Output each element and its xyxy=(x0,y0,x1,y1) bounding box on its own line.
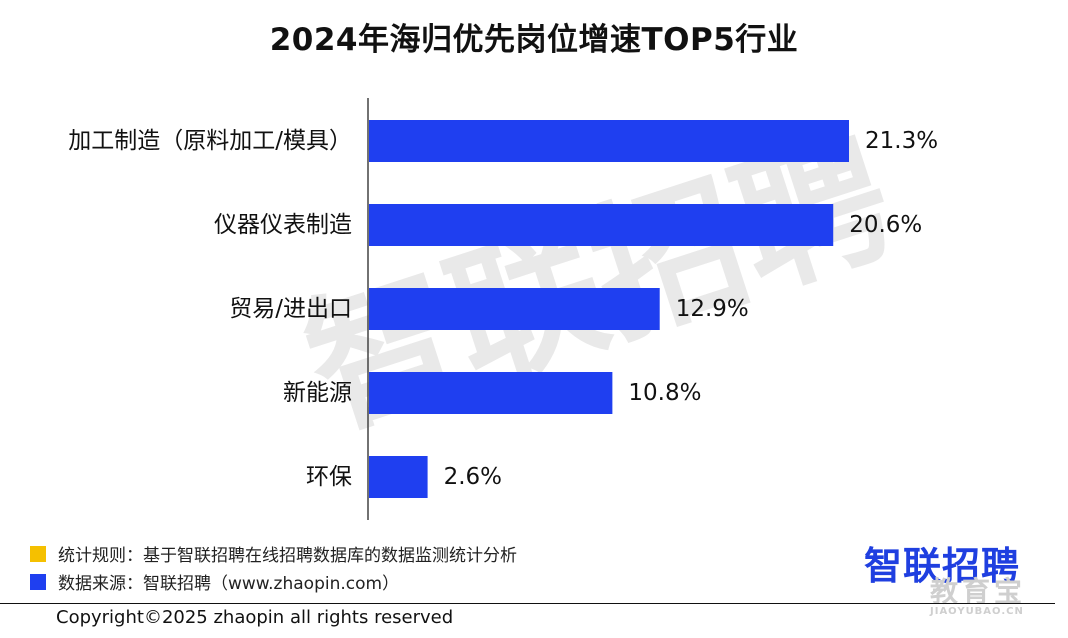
category-label-2: 贸易/进出口 xyxy=(229,296,352,322)
legend-swatch-blue xyxy=(30,573,46,590)
legend-item-source: 数据来源：智联招聘（www.zhaopin.com） xyxy=(30,569,399,594)
category-label-0: 加工制造（原料加工/模具） xyxy=(68,128,352,154)
corner-watermark-text: 教育宝 xyxy=(930,575,1027,608)
value-label-1: 20.6% xyxy=(849,212,922,238)
brand-logo: 智联招聘 xyxy=(864,544,1021,588)
bar-1 xyxy=(369,204,834,246)
chart-title: 2024年海归优先岗位增速TOP5行业 xyxy=(269,22,799,58)
category-label-4: 环保 xyxy=(306,464,352,490)
bar-chart: 加工制造（原料加工/模具） 21.3% 仪器仪表制造 20.6% 贸易/进出口 12.9%… xyxy=(68,98,938,520)
copyright-text: Copyright©2025 zhaopin all rights reserv… xyxy=(56,607,454,628)
corner-watermark: 教育宝 JIAOYUBAO.CN xyxy=(930,570,1026,617)
bar-3 xyxy=(369,372,613,414)
legend-swatch-yellow xyxy=(30,545,46,562)
legend-source-text: 数据来源：智联招聘（www.zhaopin.com） xyxy=(58,574,400,594)
category-label-3: 新能源 xyxy=(283,380,352,406)
category-label-1: 仪器仪表制造 xyxy=(214,212,352,238)
bar-2 xyxy=(369,288,660,330)
value-label-0: 21.3% xyxy=(865,128,938,154)
value-label-4: 2.6% xyxy=(444,464,502,490)
footer-divider xyxy=(0,603,1055,604)
value-label-2: 12.9% xyxy=(676,296,749,322)
value-label-3: 10.8% xyxy=(628,380,701,406)
bars-group: 加工制造（原料加工/模具） 21.3% 仪器仪表制造 20.6% 贸易/进出口 12.9%… xyxy=(68,120,938,498)
legend-rule-text: 统计规则：基于智联招聘在线招聘数据库的数据监测统计分析 xyxy=(58,546,517,566)
bar-4 xyxy=(369,456,428,498)
bar-0 xyxy=(369,120,849,162)
legend-item-rule: 统计规则：基于智联招聘在线招聘数据库的数据监测统计分析 xyxy=(30,541,517,566)
corner-watermark-subtext: JIAOYUBAO.CN xyxy=(930,606,1024,617)
